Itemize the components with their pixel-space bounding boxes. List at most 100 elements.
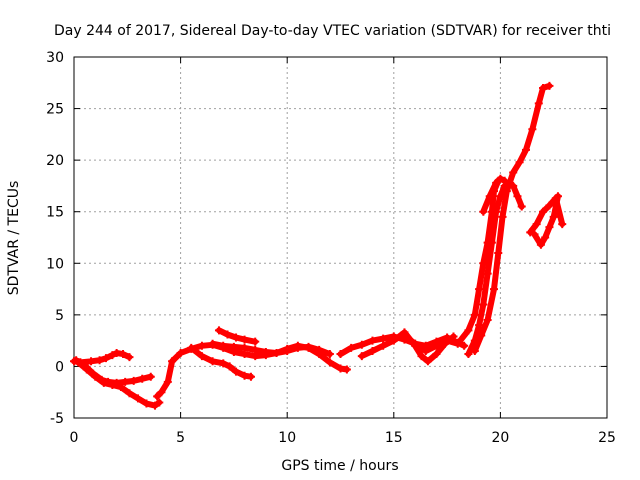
data-point — [553, 192, 562, 201]
y-tick-label: 10 — [46, 256, 64, 272]
data-point — [95, 356, 104, 365]
data-point — [121, 377, 130, 386]
data-point — [509, 168, 518, 177]
data-point — [483, 269, 492, 278]
data-point — [534, 99, 543, 108]
data-point — [214, 326, 223, 335]
data-point — [411, 339, 420, 348]
data-point — [208, 339, 217, 348]
data-point — [490, 285, 499, 294]
data-point — [325, 350, 334, 359]
data-point — [261, 347, 270, 356]
data-point — [545, 81, 554, 90]
x-tick-label: 25 — [598, 430, 616, 446]
series-arc-13 — [479, 174, 509, 216]
data-point — [125, 353, 134, 362]
y-tick-label: 30 — [46, 50, 64, 66]
data-point — [492, 178, 501, 187]
data-point — [498, 212, 507, 221]
data-point — [485, 192, 494, 201]
data-series — [70, 81, 567, 410]
data-point — [539, 207, 548, 216]
data-point — [479, 207, 488, 216]
y-tick-label: 25 — [46, 102, 64, 118]
y-axis-label: SDTVAR / TECUs — [6, 181, 22, 296]
data-point — [293, 343, 302, 352]
data-point — [539, 83, 548, 92]
data-point — [208, 357, 217, 366]
data-point — [545, 201, 554, 210]
data-point — [112, 349, 121, 358]
data-point — [151, 401, 160, 410]
data-point — [91, 372, 100, 381]
data-point — [432, 350, 441, 359]
x-tick-label: 15 — [385, 430, 403, 446]
data-point — [530, 230, 539, 239]
data-point — [541, 233, 550, 242]
data-point — [108, 380, 117, 389]
data-point — [342, 365, 351, 374]
data-point — [357, 340, 366, 349]
data-point — [246, 372, 255, 381]
data-point — [240, 371, 249, 380]
data-point — [168, 357, 177, 366]
data-point — [379, 341, 388, 350]
data-point — [74, 358, 83, 367]
data-point — [483, 316, 492, 325]
data-point — [187, 343, 196, 352]
series-arc-3 — [74, 358, 164, 410]
data-point — [528, 125, 537, 134]
x-tick-label: 20 — [491, 430, 509, 446]
data-point — [421, 346, 430, 355]
data-point — [545, 223, 554, 232]
series-arc-9 — [357, 328, 458, 366]
data-point — [251, 337, 260, 346]
data-point — [155, 398, 164, 407]
data-point — [87, 357, 96, 366]
axis-ticks: 0 5 10 15 20 25 -5 0 5 10 15 20 25 30 — [46, 50, 616, 446]
data-point — [500, 176, 509, 185]
data-point — [315, 345, 324, 354]
data-point — [368, 336, 377, 345]
data-point — [229, 342, 238, 351]
data-point — [163, 377, 172, 386]
series-arc-11 — [464, 178, 526, 359]
series-line — [216, 327, 259, 345]
series-arc-5 — [187, 343, 255, 381]
data-point — [443, 336, 452, 345]
data-point — [82, 365, 91, 374]
y-tick-label: 0 — [55, 359, 64, 375]
data-point — [464, 350, 473, 359]
data-point — [219, 341, 228, 350]
data-point — [477, 331, 486, 340]
data-point — [558, 220, 567, 229]
data-point — [517, 202, 526, 211]
data-point — [479, 300, 488, 309]
data-point — [368, 346, 377, 355]
data-point — [549, 212, 558, 221]
series-arc-15 — [530, 192, 562, 249]
data-point — [197, 352, 206, 361]
data-point — [475, 285, 484, 294]
data-point — [133, 394, 142, 403]
grid — [74, 57, 607, 418]
data-point — [502, 187, 511, 196]
x-axis-label: GPS time / hours — [281, 458, 398, 474]
data-point — [475, 321, 484, 330]
data-point — [232, 367, 241, 376]
data-point — [272, 349, 281, 358]
series-arc-12 — [470, 81, 554, 355]
data-point — [251, 345, 260, 354]
y-tick-label: 20 — [46, 153, 64, 169]
data-point — [521, 145, 530, 154]
data-point — [357, 352, 366, 361]
data-point — [347, 343, 356, 352]
data-point — [417, 352, 426, 361]
data-point — [99, 378, 108, 387]
data-point — [232, 333, 241, 342]
data-point — [157, 388, 166, 397]
data-point — [240, 343, 249, 352]
series-arc-7 — [208, 339, 334, 359]
data-point — [432, 341, 441, 350]
